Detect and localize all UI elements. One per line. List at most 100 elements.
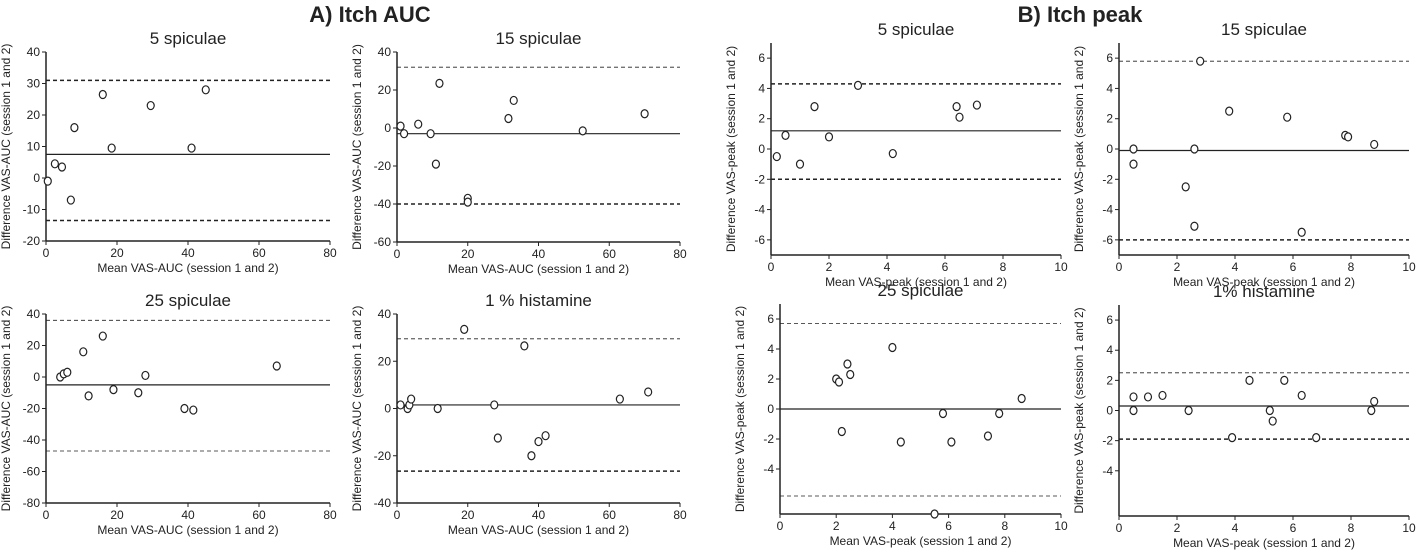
y-tick-label: -20 [23, 234, 41, 248]
data-point [431, 159, 441, 169]
x-tick-label: 8 [1348, 260, 1355, 274]
x-tick-label: 0 [777, 519, 784, 533]
x-tick-label: 10 [1402, 521, 1416, 535]
x-tick-label: 2 [1174, 260, 1181, 274]
data-point [781, 130, 790, 140]
x-tick-label: 20 [110, 508, 124, 522]
data-point [43, 176, 52, 186]
chart-title: 1 % histamine [485, 291, 592, 310]
data-point [1190, 221, 1199, 231]
y-tick-label: -4 [1102, 203, 1113, 217]
data-point [1312, 433, 1321, 443]
x-tick-label: 0 [43, 246, 50, 260]
y-tick-label: 0 [384, 402, 391, 416]
data-point [1280, 375, 1289, 385]
data-point [463, 197, 472, 207]
y-tick-label: -40 [374, 197, 392, 211]
x-tick-label: 4 [889, 519, 896, 533]
x-tick-label: 20 [461, 247, 475, 261]
x-axis-label: Mean VAS-AUC (session 1 and 2) [448, 523, 629, 537]
data-point [146, 100, 155, 111]
x-tick-label: 60 [252, 508, 266, 522]
y-tick-label: -40 [374, 496, 392, 510]
y-tick-label: 4 [1106, 81, 1113, 95]
data-point [930, 509, 939, 519]
data-point [1245, 375, 1254, 385]
y-tick-label: -4 [754, 203, 765, 217]
data-point [70, 122, 79, 133]
y-axis-label: Difference VAS-AUC (session 1 and 2) [0, 306, 13, 512]
data-point [1225, 106, 1234, 116]
data-point [1184, 405, 1193, 416]
y-tick-label: 40 [378, 45, 392, 59]
y-tick-label: 0 [33, 171, 40, 185]
y-tick-label: -2 [1102, 172, 1113, 186]
panel-b-title: B) Itch peak [1017, 2, 1143, 27]
y-tick-label: 20 [378, 354, 392, 368]
data-point [396, 121, 405, 131]
y-tick-label: -60 [374, 235, 392, 249]
data-point [504, 113, 513, 124]
y-tick-label: -6 [1102, 233, 1113, 247]
data-point [490, 400, 499, 410]
x-tick-label: 6 [1290, 260, 1297, 274]
x-tick-label: 60 [603, 508, 617, 522]
y-tick-label: 20 [27, 108, 41, 122]
x-axis-label: Mean VAS-AUC (session 1 and 2) [448, 262, 629, 276]
x-tick-label: 60 [252, 246, 266, 260]
data-point [1129, 405, 1138, 416]
y-tick-label: 6 [758, 51, 765, 65]
x-tick-label: 80 [323, 508, 337, 522]
y-tick-label: -4 [763, 462, 774, 476]
data-point [435, 78, 444, 88]
x-tick-label: 8 [1000, 260, 1007, 274]
x-axis-label: Mean VAS-peak (session 1 and 2) [825, 275, 1007, 289]
y-tick-label: 10 [27, 140, 41, 154]
data-point [79, 347, 88, 357]
y-tick-label: -10 [23, 203, 41, 217]
data-point [1129, 159, 1138, 169]
x-tick-label: 80 [673, 508, 687, 522]
data-point [846, 369, 855, 380]
x-tick-label: 40 [181, 508, 195, 522]
chart-title: 15 spiculae [1221, 20, 1307, 39]
data-point [640, 109, 649, 119]
data-point [460, 324, 469, 334]
x-tick-label: 4 [1232, 521, 1239, 535]
x-tick-label: 10 [1054, 260, 1068, 274]
x-tick-label: 6 [942, 260, 949, 274]
y-axis-label: Difference VAS-AUC (session 1 and 2) [350, 44, 364, 250]
y-tick-label: 6 [1106, 51, 1113, 65]
y-tick-label: -20 [374, 449, 392, 463]
data-point [1017, 393, 1026, 404]
x-tick-label: 0 [43, 508, 50, 522]
x-tick-label: 6 [945, 519, 952, 533]
data-point [189, 405, 198, 415]
x-tick-label: 40 [532, 508, 546, 522]
y-tick-label: 40 [27, 307, 41, 321]
y-tick-label: 0 [1106, 142, 1113, 156]
data-point [1129, 144, 1138, 154]
x-tick-label: 2 [1174, 521, 1181, 535]
y-tick-label: 0 [767, 402, 774, 416]
data-point [644, 387, 653, 397]
data-point [824, 132, 834, 142]
y-tick-label: 0 [1106, 404, 1113, 418]
x-tick-label: 80 [673, 247, 687, 261]
data-point [109, 385, 118, 395]
data-point [843, 359, 852, 369]
data-point [1158, 390, 1167, 401]
y-tick-label: -40 [23, 433, 41, 447]
data-point [414, 119, 423, 129]
x-tick-label: 4 [1232, 260, 1239, 274]
x-tick-label: 6 [1290, 521, 1297, 535]
data-point [63, 367, 72, 377]
x-tick-label: 10 [1054, 519, 1068, 533]
data-point [1143, 392, 1153, 402]
x-tick-label: 40 [181, 246, 195, 260]
data-point [1297, 390, 1306, 401]
data-point [1343, 132, 1353, 142]
y-tick-label: -2 [1102, 434, 1113, 448]
